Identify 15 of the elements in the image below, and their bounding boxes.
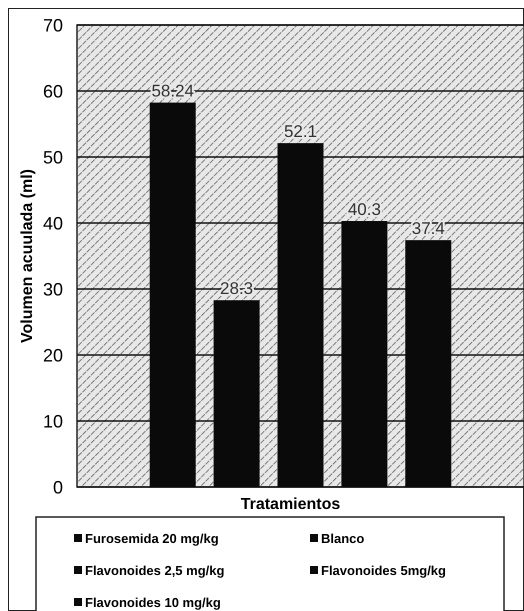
legend-label: Blanco (321, 531, 364, 546)
legend-label: Flavonoides 2,5 mg/kg (85, 563, 224, 578)
y-axis-title: Volumen acuulada (ml) (19, 169, 36, 343)
legend-label: Flavonoides 5mg/kg (321, 563, 446, 578)
y-tick-label: 20 (42, 345, 63, 366)
y-tick-label: 30 (42, 279, 63, 300)
y-tick-label: 50 (42, 147, 63, 168)
legend-label: Furosemida 20 mg/kg (85, 531, 219, 546)
y-tick-label: 60 (42, 81, 63, 102)
y-tick-label: 40 (42, 213, 63, 234)
y-tick-label: 0 (52, 477, 63, 498)
y-tick-label: 70 (42, 15, 63, 36)
y-tick-label: 10 (42, 411, 63, 432)
legend-label: Flavonoides 10 mg/kg (85, 595, 221, 610)
x-axis-title: Tratamientos (240, 496, 340, 513)
